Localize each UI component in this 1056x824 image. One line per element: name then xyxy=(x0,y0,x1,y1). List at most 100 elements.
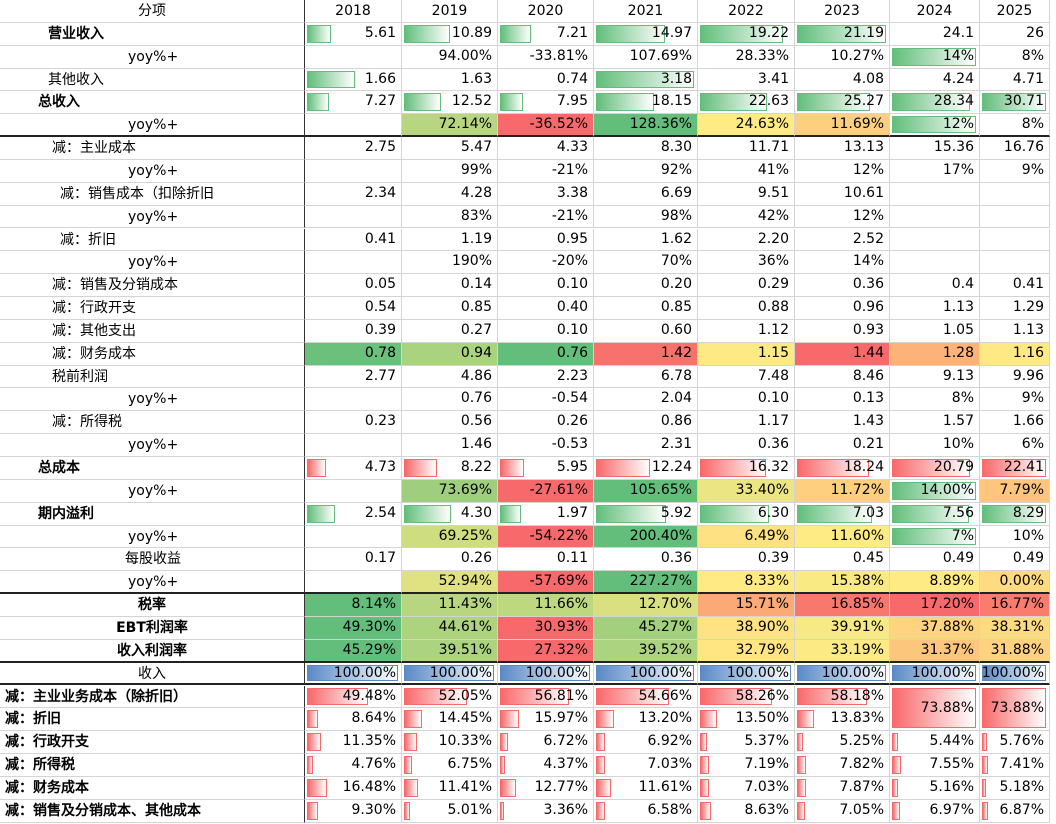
cell-text: 0.10 xyxy=(757,390,789,407)
cell-text: 6.58% xyxy=(647,801,692,818)
data-cell: 100.00% xyxy=(698,662,795,686)
cell-text: 17% xyxy=(942,161,974,178)
data-bar xyxy=(892,93,970,112)
data-cell: 7.21 xyxy=(498,22,594,46)
cell-text: 13.20% xyxy=(638,710,692,727)
data-cell: 16.85% xyxy=(795,594,890,617)
cell-text: 22.63 xyxy=(748,93,789,110)
cell-text: yoy%+ xyxy=(128,208,179,225)
cell-text: 7.19% xyxy=(744,756,789,773)
data-cell: 4.24 xyxy=(890,68,980,92)
cell-text: 0.74 xyxy=(556,70,588,87)
data-cell: 0.20 xyxy=(594,274,698,298)
data-cell: 9% xyxy=(980,159,1050,183)
data-cell: 8% xyxy=(980,45,1050,69)
data-cell: 3.18 xyxy=(594,68,698,92)
data-cell: -27.61% xyxy=(498,479,594,503)
cell-text: 18.15 xyxy=(651,93,692,110)
data-bar xyxy=(596,459,650,477)
cell-text: 9.30% xyxy=(351,801,396,818)
data-bar xyxy=(307,756,313,774)
cell-text: 38.31% xyxy=(990,618,1044,635)
cell-text: 10% xyxy=(1012,527,1044,544)
data-cell: 12.52 xyxy=(402,91,498,115)
cell-text: yoy%+ xyxy=(128,391,179,408)
row-label: 减：主业业务成本（除折旧） xyxy=(0,685,305,709)
cell-text: -21% xyxy=(551,207,588,224)
cell-text: 减：其他支出 xyxy=(52,322,136,339)
data-cell: 11.61% xyxy=(594,776,698,800)
data-bar xyxy=(982,756,989,774)
cell-text: 9% xyxy=(1021,161,1044,178)
data-cell: 5.61 xyxy=(305,22,402,46)
data-bar xyxy=(500,24,531,43)
cell-text: 98% xyxy=(660,207,692,224)
data-bar xyxy=(307,93,329,112)
cell-text: 6.72% xyxy=(543,733,588,750)
row-label: yoy%+ xyxy=(0,251,305,275)
cell-text: 税前利润 xyxy=(52,368,108,385)
cell-text: 8.89% xyxy=(929,573,974,590)
data-cell: 7.95 xyxy=(498,91,594,115)
cell-text: 每股收益 xyxy=(125,551,181,568)
data-cell: 0.10 xyxy=(498,274,594,298)
cell-text: 减：行政开支 xyxy=(5,734,89,751)
data-bar xyxy=(596,801,605,820)
data-bar xyxy=(500,801,505,820)
cell-text: 17.20% xyxy=(920,596,974,613)
cell-text: 0.93 xyxy=(852,321,884,338)
data-cell: 0.95 xyxy=(498,228,594,252)
cell-text: 44.61% xyxy=(438,618,492,635)
cell-text: 1.44 xyxy=(852,344,884,361)
data-bar xyxy=(404,459,437,477)
row-label: 收入 xyxy=(0,662,305,686)
data-cell: 0.40 xyxy=(498,297,594,320)
cell-text: 56.81% xyxy=(534,687,588,704)
data-cell: 4.37% xyxy=(498,754,594,777)
row-label: yoy%+ xyxy=(0,205,305,229)
data-cell: 26 xyxy=(980,22,1050,46)
cell-text: 52.05% xyxy=(438,687,492,704)
row-label: 税前利润 xyxy=(0,365,305,389)
data-bar xyxy=(307,687,368,706)
cell-text: 14% xyxy=(852,253,884,270)
cell-text: 2.04 xyxy=(660,390,692,407)
data-bar xyxy=(596,733,606,752)
data-bar xyxy=(797,710,814,729)
data-bar xyxy=(700,687,772,706)
data-cell xyxy=(305,45,402,69)
header-cell: 2020 xyxy=(498,0,594,23)
cell-text: 8.29 xyxy=(1012,504,1044,521)
cell-text: 100.00% xyxy=(629,664,692,681)
cell-text: 5.01% xyxy=(447,801,492,818)
data-bar xyxy=(500,710,520,729)
cell-text: 0.78 xyxy=(364,344,396,361)
cell-text: 1.43 xyxy=(852,413,884,430)
data-cell: 7.87% xyxy=(795,776,890,800)
cell-text: 8% xyxy=(951,390,974,407)
cell-text: 1.62 xyxy=(660,230,692,247)
data-cell: 5.01% xyxy=(402,799,498,823)
data-bar xyxy=(797,504,873,523)
cell-text: 2.31 xyxy=(660,436,692,453)
data-bar xyxy=(797,687,868,706)
data-cell: 15.36 xyxy=(890,137,980,160)
data-cell: 25.27 xyxy=(795,91,890,115)
cell-text: 16.32 xyxy=(748,459,789,475)
cell-text: 减：所得税 xyxy=(5,757,75,774)
cell-text: -36.52% xyxy=(529,116,588,133)
data-bar xyxy=(404,756,413,774)
cell-text: 11.35% xyxy=(342,733,396,750)
data-cell: 9% xyxy=(980,388,1050,412)
cell-text: EBT利润率 xyxy=(116,619,188,636)
data-cell xyxy=(305,525,402,549)
data-cell: 5.76% xyxy=(980,731,1050,755)
data-cell: 0.36 xyxy=(594,548,698,572)
cell-text: 减：主业成本 xyxy=(52,140,136,157)
data-cell: 4.86 xyxy=(402,365,498,389)
cell-text: 0.23 xyxy=(364,413,396,430)
data-bar xyxy=(700,459,767,477)
data-cell: 8% xyxy=(890,388,980,412)
data-bar xyxy=(404,733,417,752)
data-cell: 4.71 xyxy=(980,68,1050,92)
